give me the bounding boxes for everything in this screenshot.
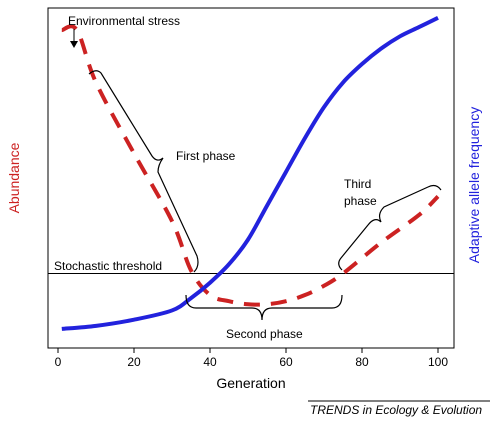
- series-line-allele-frequency: [61, 16, 439, 331]
- arrow-head-icon: [70, 41, 78, 48]
- series-abundance: [61, 24, 440, 307]
- left-axis-title: Abundance: [6, 142, 22, 213]
- environmental-stress-label: Environmental stress: [68, 14, 180, 28]
- series-line-abundance: [61, 24, 440, 307]
- third-phase-brace: [338, 184, 442, 271]
- x-tick-label: 0: [55, 355, 62, 369]
- first-phase-label: First phase: [176, 149, 236, 163]
- x-tick-label: 80: [355, 355, 369, 369]
- first-phase-brace: [88, 70, 199, 273]
- third-phase-label-line2: phase: [344, 194, 377, 208]
- plot-frame: [47, 7, 455, 349]
- x-axis-ticks: 0 20 40 60 80 100: [55, 348, 448, 369]
- x-axis-title: Generation: [216, 375, 285, 391]
- third-phase-label-line1: Third: [344, 177, 371, 191]
- second-phase-brace: [185, 294, 343, 321]
- second-phase-label: Second phase: [226, 327, 303, 341]
- x-tick-label: 100: [428, 355, 448, 369]
- x-tick-label: 40: [203, 355, 217, 369]
- series-allele-frequency: [61, 16, 439, 331]
- x-tick-label: 60: [279, 355, 293, 369]
- source-label: TRENDS in Ecology & Evolution: [310, 403, 482, 417]
- right-axis-title: Adaptive allele frequency: [466, 107, 482, 263]
- x-tick-label: 20: [127, 355, 141, 369]
- stochastic-threshold-label: Stochastic threshold: [54, 259, 162, 273]
